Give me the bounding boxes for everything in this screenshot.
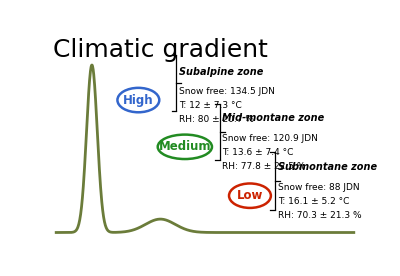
- Text: RH: 80 ± 20.7 %: RH: 80 ± 20.7 %: [179, 115, 254, 124]
- Text: Medium: Medium: [158, 140, 211, 153]
- Text: RH: 77.8 ± 22.5 %: RH: 77.8 ± 22.5 %: [222, 162, 306, 171]
- Text: T: 13.6 ± 7.4 °C: T: 13.6 ± 7.4 °C: [222, 148, 294, 157]
- Text: Low: Low: [237, 189, 263, 202]
- Text: Subalpine zone: Subalpine zone: [179, 67, 263, 77]
- Text: High: High: [123, 94, 154, 107]
- Text: Snow free: 134.5 JDN: Snow free: 134.5 JDN: [179, 87, 274, 96]
- Ellipse shape: [118, 88, 159, 112]
- Text: T: 16.1 ± 5.2 °C: T: 16.1 ± 5.2 °C: [278, 197, 349, 206]
- Text: Snow free: 120.9 JDN: Snow free: 120.9 JDN: [222, 134, 318, 143]
- Ellipse shape: [229, 184, 271, 208]
- Text: Snow free: 88 JDN: Snow free: 88 JDN: [278, 183, 360, 192]
- Ellipse shape: [158, 135, 212, 159]
- Text: Mid-montane zone: Mid-montane zone: [222, 113, 324, 123]
- Text: T: 12 ± 7.3 °C: T: 12 ± 7.3 °C: [179, 101, 242, 110]
- Text: Climatic gradient: Climatic gradient: [53, 38, 268, 62]
- Text: RH: 70.3 ± 21.3 %: RH: 70.3 ± 21.3 %: [278, 211, 362, 220]
- Text: Submontane zone: Submontane zone: [278, 162, 377, 172]
